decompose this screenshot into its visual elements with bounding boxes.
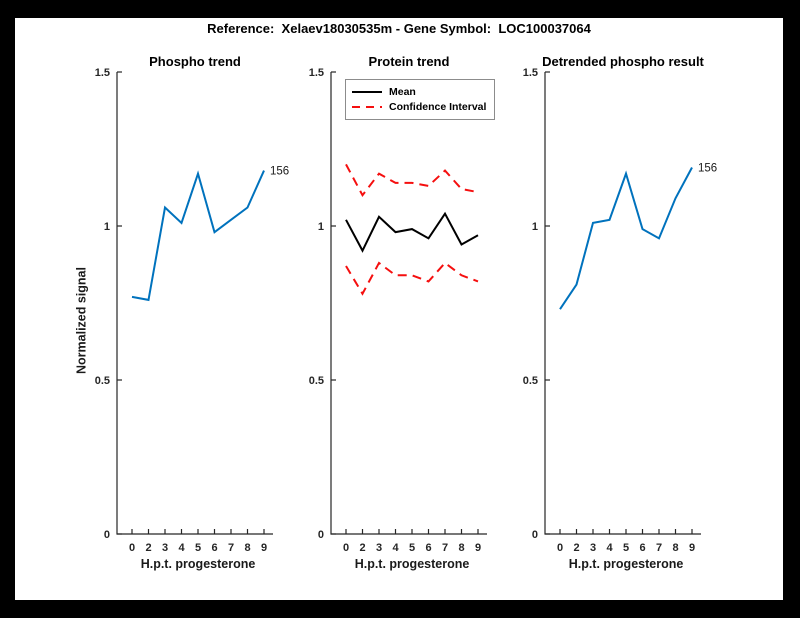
figure-title: Reference: Xelaev18030535m - Gene Symbol… [207,21,591,36]
legend-label-mean: Mean [389,86,416,98]
x-tick-label: 9 [689,542,695,554]
x-tick-label: 9 [261,542,267,554]
y-tick-label: 1.5 [309,67,324,79]
x-tick-label: 4 [606,542,613,554]
x-tick-label: 0 [557,542,563,554]
series-end-label: 156 [698,162,717,174]
legend-box: Mean Confidence Interval [345,79,495,120]
x-tick-label: 6 [211,542,217,554]
x-tick-label: 6 [639,542,645,554]
series-line-confidence-interval-lower [345,261,479,296]
x-tick-label: 8 [458,542,464,554]
legend-entry-mean: Mean [352,85,488,99]
axis-line [116,72,273,535]
x-tick-label: 2 [359,542,365,554]
x-tick-label: 7 [656,542,662,554]
x-tick-label: 5 [195,542,201,554]
subplot-title-phospho-trend: Phospho trend [149,54,241,69]
confidence-interval-line-sample-icon [352,106,382,108]
x-tick-label: 5 [623,542,629,554]
x-axis-label-1: H.p.t. progesterone [140,557,256,571]
y-tick-label: 0 [318,529,324,541]
x-tick-label: 2 [145,542,151,554]
axis-line [544,72,701,535]
x-tick-label: 5 [409,542,415,554]
subplot-title-detrended-result: Detrended phospho result [542,54,704,69]
legend-entry-confidence-interval: Confidence Interval [352,100,488,114]
axis-line [330,72,487,535]
x-axis-label-2: H.p.t. progesterone [354,557,470,571]
subplot-title-protein-trend: Protein trend [368,54,450,69]
series-line-phospho-signal [131,170,265,302]
y-tick-label: 0 [532,529,538,541]
series-line-mean [345,211,479,253]
y-tick-label: 1 [318,221,324,233]
y-tick-label: 1 [104,221,110,233]
y-tick-label: 0.5 [95,375,110,387]
x-tick-label: 9 [475,542,481,554]
series-line-confidence-interval-upper [345,163,479,198]
x-tick-label: 4 [392,542,399,554]
x-tick-label: 0 [129,542,135,554]
y-tick-label: 1.5 [523,67,538,79]
matlab-figure-canvas: Reference: Xelaev18030535m - Gene Symbol… [15,18,783,600]
x-tick-label: 3 [590,542,596,554]
x-tick-label: 6 [425,542,431,554]
legend-label-confidence-interval: Confidence Interval [389,101,487,113]
x-tick-label: 3 [162,542,168,554]
series-end-label: 156 [270,166,289,178]
y-tick-label: 0.5 [309,375,324,387]
y-tick-label: 0 [104,529,110,541]
y-tick-label: 1.5 [95,67,110,79]
x-tick-label: 4 [178,542,185,554]
series-line-detrended-phospho-signal [559,167,693,310]
x-tick-label: 2 [573,542,579,554]
x-tick-label: 7 [442,542,448,554]
x-tick-label: 7 [228,542,234,554]
y-tick-label: 0.5 [523,375,538,387]
x-tick-label: 0 [343,542,349,554]
x-tick-label: 8 [672,542,678,554]
y-tick-label: 1 [532,221,538,233]
mean-line-sample-icon [352,91,382,93]
protein-trend-chart: 00.511.50 2 3 4 5 6 7 8 9 [309,67,487,554]
x-tick-label: 8 [244,542,250,554]
x-tick-label: 3 [376,542,382,554]
x-axis-label-3: H.p.t. progesterone [568,557,684,571]
